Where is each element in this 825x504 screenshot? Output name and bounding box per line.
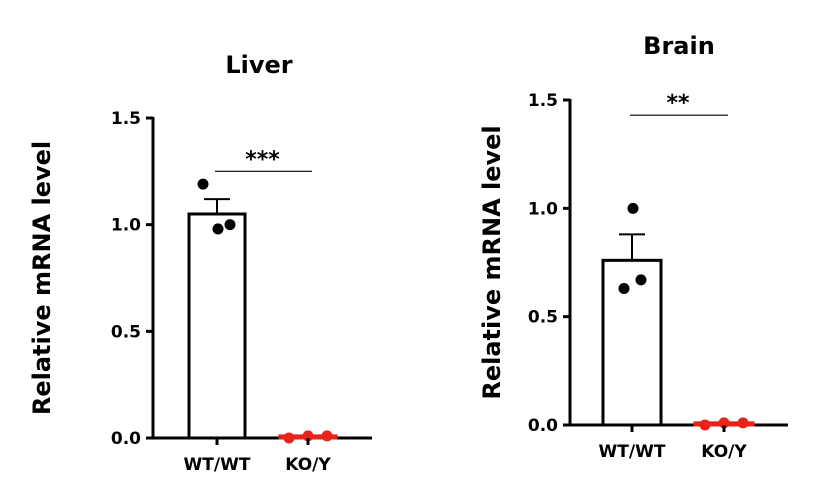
y-tick-label: 1.5: [528, 91, 558, 111]
bar: [601, 258, 663, 427]
data-point: [737, 417, 749, 429]
data-point: [699, 419, 711, 431]
data-point: [283, 432, 295, 444]
bar: [187, 212, 247, 440]
x-tick-label: WT/WT: [599, 442, 666, 462]
data-point: [302, 430, 314, 442]
y-tick-label: 1.0: [528, 199, 558, 219]
x-tick-label: KO/Y: [701, 442, 747, 462]
y-axis-label: Relative mRNA level: [478, 125, 506, 399]
y-tick-label: 0.5: [111, 322, 141, 342]
data-point: [212, 223, 224, 235]
data-point: [635, 274, 647, 286]
significance-label: ***: [245, 147, 280, 172]
data-point: [321, 430, 333, 442]
data-point: [718, 417, 730, 429]
panel-liver: Liver Relative mRNA level 0.0 0.5 1.0 1.5 WT/W…: [28, 51, 372, 475]
y-tick-label: 0.5: [528, 308, 558, 328]
y-tick-label: 1.5: [111, 109, 141, 129]
data-point: [224, 219, 236, 231]
y-axis-label: Relative mRNA level: [28, 141, 56, 415]
chart-title: Brain: [643, 32, 715, 60]
x-tick-label: WT/WT: [184, 455, 251, 475]
data-point: [197, 178, 209, 190]
data-point: [618, 283, 630, 294]
y-tick-label: 0.0: [528, 416, 558, 436]
panel-brain: Brain Relative mRNA level 0.0 0.5 1.0 1.5 WT/W…: [478, 32, 788, 462]
data-point: [627, 202, 639, 214]
y-tick-label: 1.0: [111, 216, 141, 236]
y-tick-label: 0.0: [111, 429, 141, 449]
significance-label: **: [666, 91, 690, 116]
x-tick-label: KO/Y: [285, 455, 331, 475]
chart-title: Liver: [225, 51, 292, 79]
